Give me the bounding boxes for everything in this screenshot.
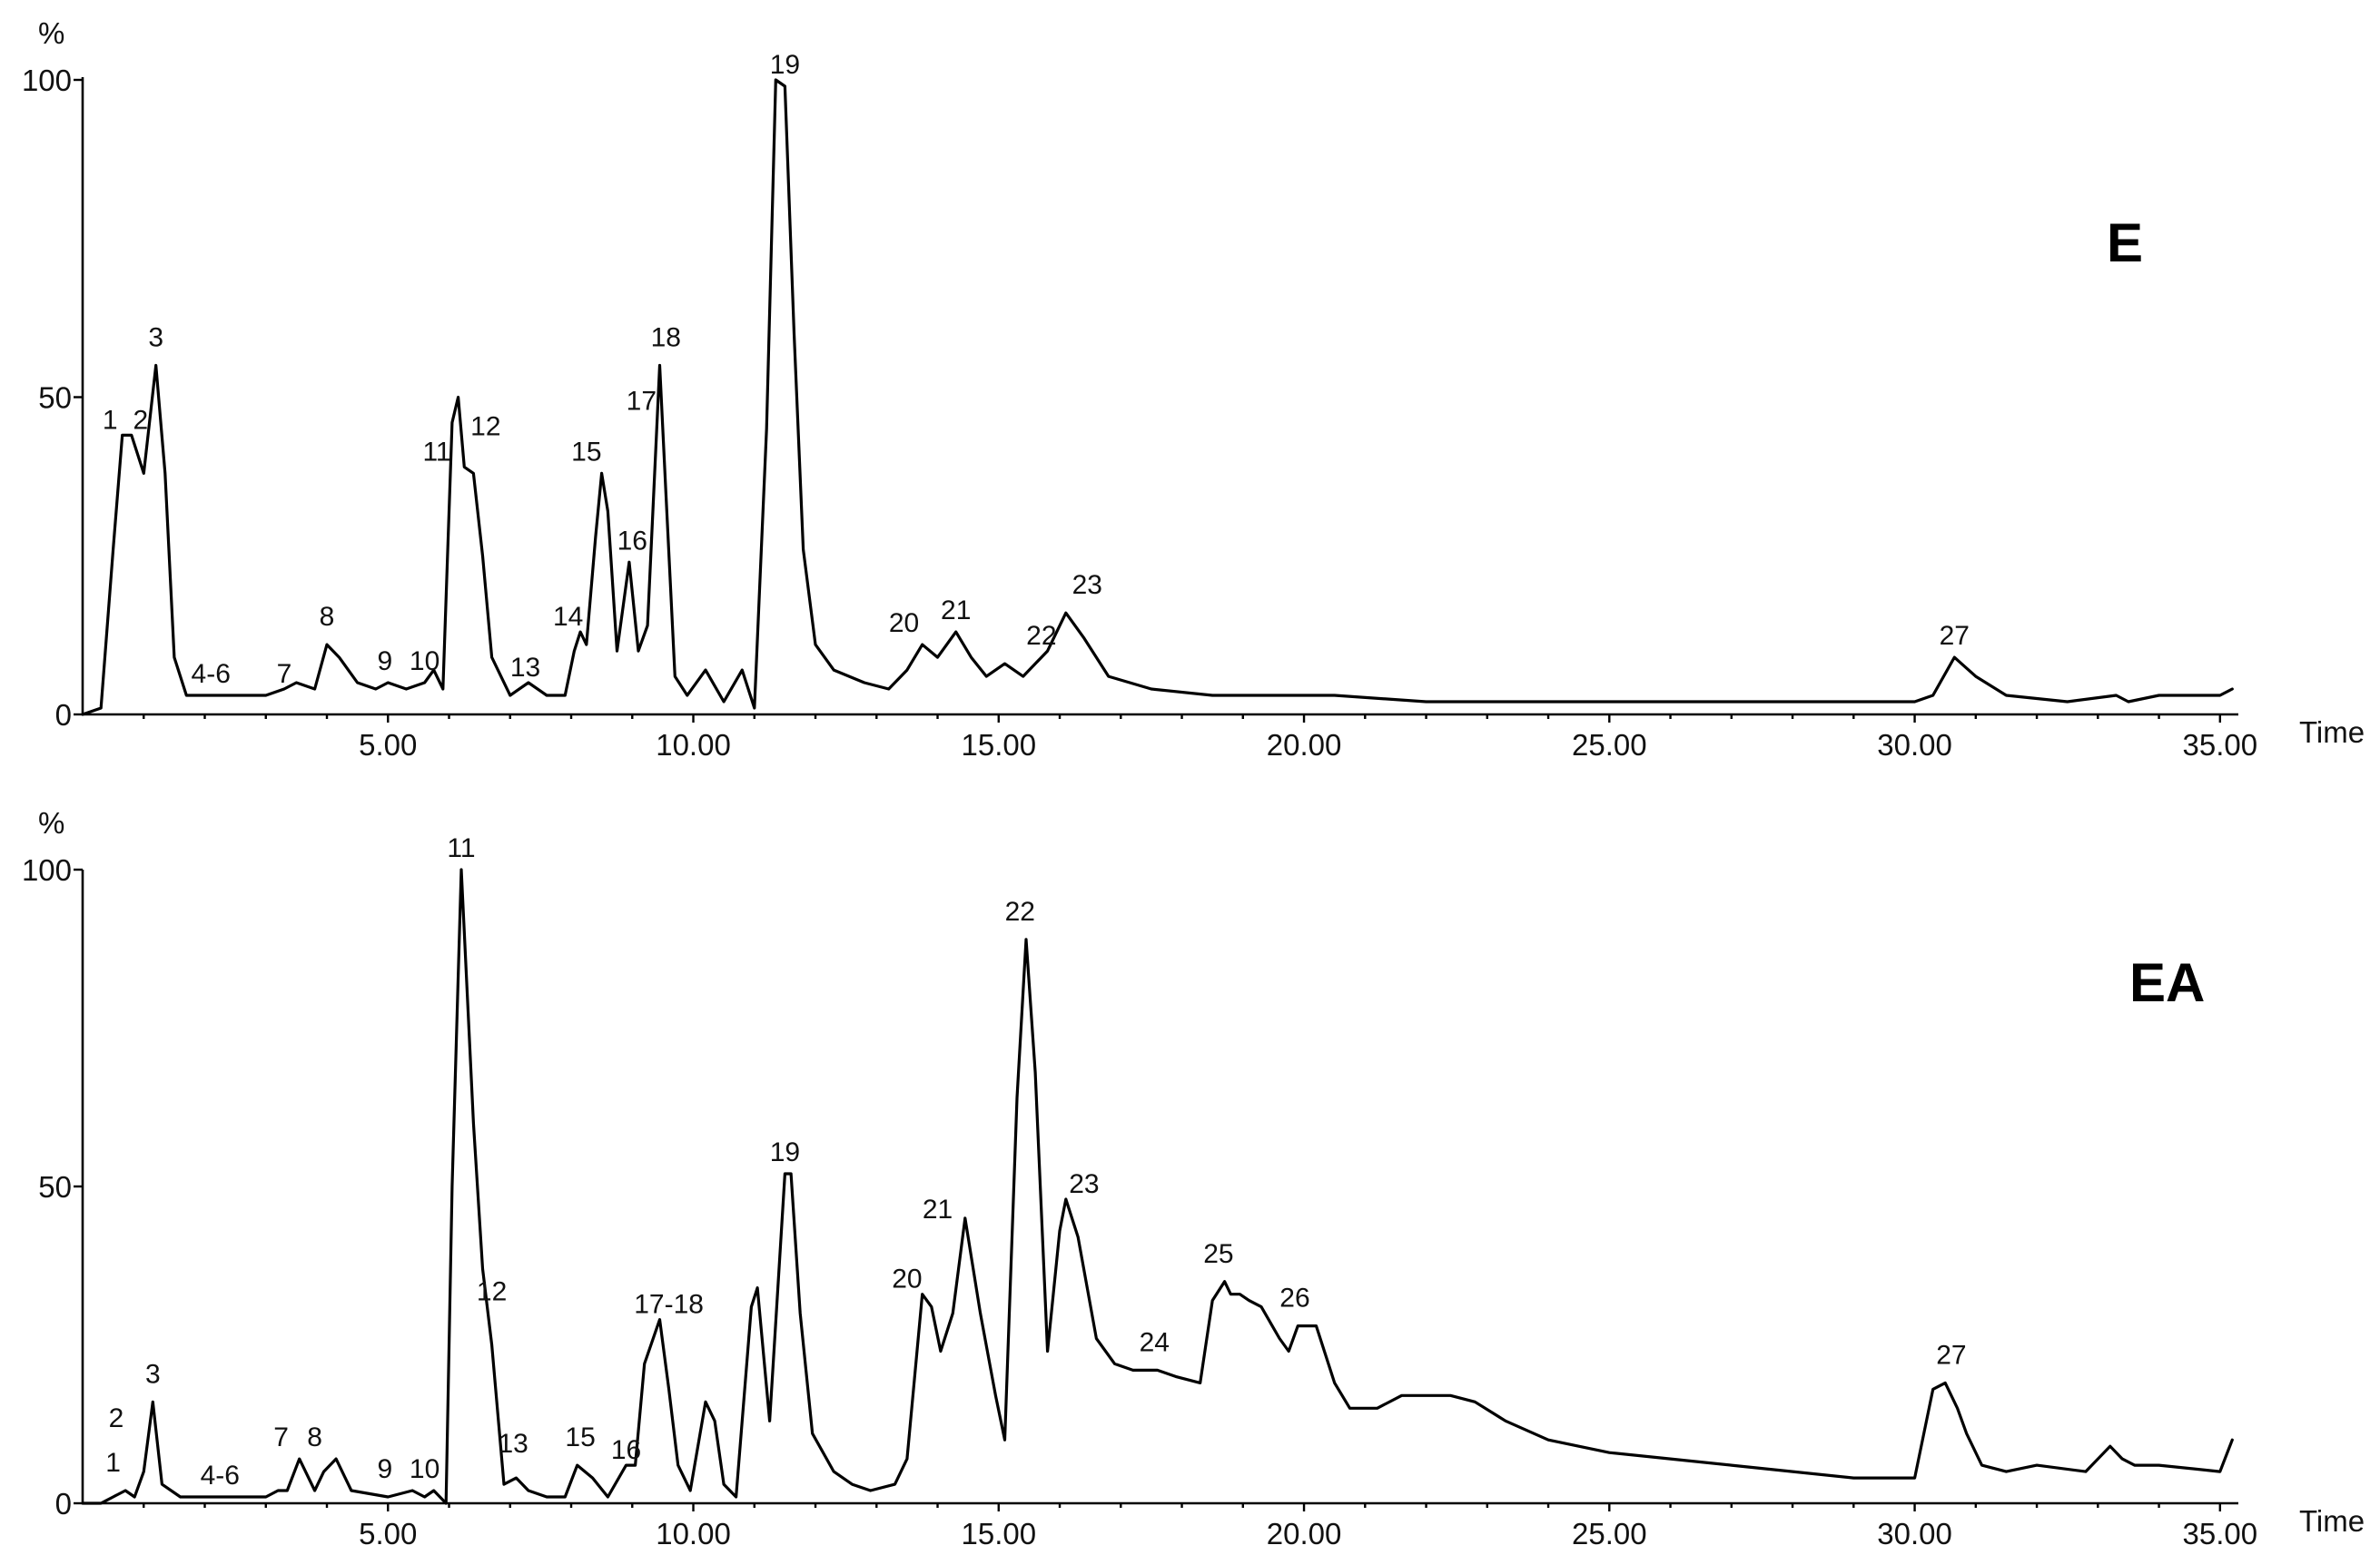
peak-label: 16 bbox=[611, 1435, 641, 1465]
peak-label: 7 bbox=[273, 1422, 289, 1452]
x-tick-label: 20.00 bbox=[1267, 728, 1342, 762]
x-tick-label: 30.00 bbox=[1877, 728, 1952, 762]
peak-label: 2 bbox=[109, 1403, 124, 1433]
peak-label: 21 bbox=[941, 595, 971, 625]
chromatogram-panel-e: % Time E 5.00 10.00 15.00 20.00 25.00 30.00 35… bbox=[22, 16, 2365, 762]
y-axis-unit: % bbox=[38, 16, 64, 50]
peak-label: 4-6 bbox=[192, 659, 231, 689]
x-tick-label: 15.00 bbox=[961, 728, 1036, 762]
peak-label: 23 bbox=[1069, 1169, 1099, 1199]
peak-label: 9 bbox=[378, 1454, 393, 1484]
peak-label: 15 bbox=[571, 437, 601, 467]
peak-label: 18 bbox=[651, 323, 681, 353]
x-tick-label: 25.00 bbox=[1572, 1517, 1647, 1550]
y-tick-label: 100 bbox=[22, 853, 72, 887]
peak-label: 15 bbox=[565, 1422, 595, 1452]
y-tick-label: 0 bbox=[55, 1487, 72, 1521]
x-tick-label: 15.00 bbox=[961, 1517, 1036, 1550]
x-axis-label: Time bbox=[2299, 715, 2365, 749]
x-tick-label: 35.00 bbox=[2183, 1517, 2258, 1550]
peak-label: 19 bbox=[770, 50, 800, 80]
peak-label: 8 bbox=[320, 602, 335, 632]
peak-label: 1 bbox=[105, 1448, 121, 1478]
peak-label: 22 bbox=[1026, 621, 1056, 651]
y-tick-label: 0 bbox=[55, 698, 72, 732]
x-tick-label: 30.00 bbox=[1877, 1517, 1952, 1550]
peak-label: 17 bbox=[627, 386, 657, 416]
peak-label: 11 bbox=[422, 437, 450, 467]
x-tick-label: 10.00 bbox=[656, 1517, 731, 1550]
x-tick-label: 25.00 bbox=[1572, 728, 1647, 762]
panel-label-ea: EA bbox=[2129, 952, 2205, 1013]
y-tick-label: 100 bbox=[22, 64, 72, 97]
chromatogram-trace-ea bbox=[81, 868, 2234, 1505]
peak-label: 22 bbox=[1005, 897, 1035, 927]
peak-label: 9 bbox=[378, 646, 393, 676]
x-axis-label: Time bbox=[2299, 1504, 2365, 1538]
peak-label: 27 bbox=[1936, 1340, 1966, 1370]
peak-label: 1 bbox=[103, 405, 118, 435]
peak-label: 12 bbox=[470, 411, 500, 441]
peak-label: 2 bbox=[133, 405, 149, 435]
peak-label: 26 bbox=[1279, 1284, 1309, 1314]
peak-label: 19 bbox=[770, 1137, 800, 1167]
y-tick-label: 50 bbox=[38, 1170, 72, 1204]
peak-label: 17-18 bbox=[634, 1290, 704, 1320]
x-tick-label: 10.00 bbox=[656, 728, 731, 762]
peak-label: 20 bbox=[892, 1265, 922, 1294]
peak-label: 23 bbox=[1072, 570, 1102, 600]
y-tick-label: 50 bbox=[38, 381, 72, 415]
peak-label: 13 bbox=[510, 653, 540, 683]
peak-label: 13 bbox=[498, 1429, 528, 1459]
peak-label: 14 bbox=[553, 602, 583, 632]
chromatogram-panel-ea: % Time EA 5.00 10.00 15.00 20.00 25.00 30.00 3… bbox=[22, 806, 2365, 1550]
peak-label: 20 bbox=[889, 608, 919, 638]
peak-label: 4-6 bbox=[201, 1461, 240, 1491]
peak-label: 24 bbox=[1140, 1327, 1170, 1357]
peak-label: 21 bbox=[923, 1195, 953, 1225]
x-tick-label: 5.00 bbox=[359, 728, 417, 762]
chromatogram-trace-e bbox=[81, 78, 2234, 716]
peak-label: 10 bbox=[410, 646, 439, 676]
y-axis-unit: % bbox=[38, 806, 64, 840]
peak-label: 27 bbox=[1940, 621, 1970, 651]
peak-label: 16 bbox=[617, 526, 647, 556]
x-tick-label: 5.00 bbox=[359, 1517, 417, 1550]
peak-label: 3 bbox=[148, 323, 163, 353]
peak-label: 8 bbox=[307, 1422, 322, 1452]
peak-label: 11 bbox=[447, 833, 475, 863]
peak-label: 3 bbox=[145, 1359, 161, 1389]
peak-label: 12 bbox=[477, 1277, 507, 1307]
peak-label: 25 bbox=[1203, 1239, 1233, 1269]
panel-label-e: E bbox=[2107, 212, 2143, 273]
x-tick-label: 35.00 bbox=[2183, 728, 2258, 762]
peak-label: 7 bbox=[277, 659, 292, 689]
x-tick-label: 20.00 bbox=[1267, 1517, 1342, 1550]
peak-label: 10 bbox=[410, 1454, 439, 1484]
